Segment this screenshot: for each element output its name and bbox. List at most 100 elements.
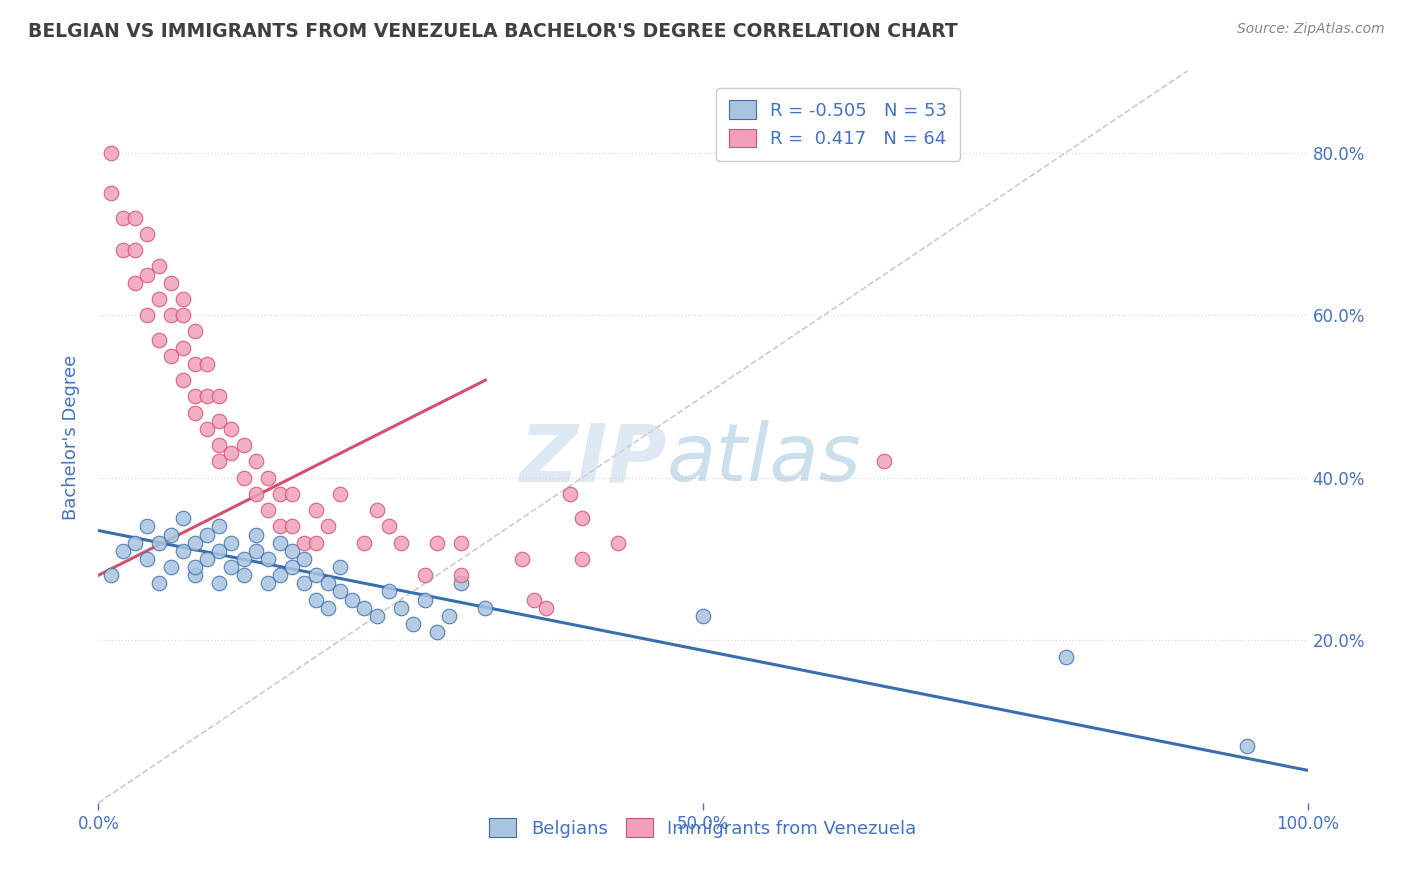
Point bbox=[402, 617, 425, 632]
Point bbox=[256, 503, 278, 517]
Point bbox=[426, 625, 449, 640]
Point bbox=[245, 487, 267, 501]
Point bbox=[316, 576, 339, 591]
Point bbox=[232, 568, 254, 582]
Point bbox=[281, 560, 304, 574]
Point bbox=[377, 519, 399, 533]
Point bbox=[571, 511, 593, 525]
Point bbox=[281, 544, 304, 558]
Point bbox=[195, 527, 218, 541]
Point bbox=[160, 308, 183, 322]
Point bbox=[329, 584, 352, 599]
Point bbox=[413, 568, 436, 582]
Point bbox=[135, 227, 157, 241]
Point bbox=[389, 600, 412, 615]
Point bbox=[184, 357, 207, 371]
Point bbox=[437, 608, 460, 623]
Point bbox=[329, 560, 352, 574]
Y-axis label: Bachelor's Degree: Bachelor's Degree bbox=[62, 354, 80, 520]
Point bbox=[208, 438, 231, 452]
Point bbox=[184, 325, 207, 339]
Point bbox=[534, 600, 557, 615]
Point bbox=[292, 535, 315, 549]
Point bbox=[221, 422, 243, 436]
Point bbox=[100, 186, 122, 201]
Point bbox=[245, 454, 267, 468]
Point bbox=[172, 308, 194, 322]
Point bbox=[148, 333, 170, 347]
Point bbox=[184, 535, 207, 549]
Point bbox=[366, 608, 388, 623]
Point bbox=[135, 268, 157, 282]
Point bbox=[184, 389, 207, 403]
Point bbox=[111, 243, 134, 257]
Point bbox=[1236, 739, 1258, 753]
Point bbox=[256, 576, 278, 591]
Point bbox=[124, 276, 146, 290]
Point bbox=[316, 600, 339, 615]
Point bbox=[111, 211, 134, 225]
Point bbox=[208, 389, 231, 403]
Point bbox=[195, 389, 218, 403]
Point bbox=[172, 373, 194, 387]
Point bbox=[160, 527, 183, 541]
Point bbox=[474, 600, 496, 615]
Point bbox=[353, 600, 375, 615]
Point bbox=[232, 471, 254, 485]
Point bbox=[607, 535, 630, 549]
Text: Source: ZipAtlas.com: Source: ZipAtlas.com bbox=[1237, 22, 1385, 37]
Point bbox=[873, 454, 896, 468]
Text: ZIP: ZIP bbox=[519, 420, 666, 498]
Point bbox=[366, 503, 388, 517]
Point bbox=[389, 535, 412, 549]
Point bbox=[184, 406, 207, 420]
Point bbox=[124, 535, 146, 549]
Point bbox=[100, 145, 122, 160]
Point bbox=[195, 552, 218, 566]
Point bbox=[148, 535, 170, 549]
Legend: Belgians, Immigrants from Venezuela: Belgians, Immigrants from Venezuela bbox=[482, 811, 924, 845]
Point bbox=[221, 535, 243, 549]
Point bbox=[135, 552, 157, 566]
Text: atlas: atlas bbox=[666, 420, 862, 498]
Point bbox=[221, 446, 243, 460]
Point bbox=[172, 511, 194, 525]
Point bbox=[195, 422, 218, 436]
Point bbox=[148, 260, 170, 274]
Point bbox=[160, 276, 183, 290]
Point bbox=[111, 544, 134, 558]
Point bbox=[292, 552, 315, 566]
Point bbox=[305, 568, 328, 582]
Point bbox=[571, 552, 593, 566]
Point bbox=[208, 544, 231, 558]
Point bbox=[160, 560, 183, 574]
Point bbox=[208, 576, 231, 591]
Point bbox=[377, 584, 399, 599]
Point bbox=[281, 519, 304, 533]
Point bbox=[208, 519, 231, 533]
Point bbox=[195, 357, 218, 371]
Point bbox=[172, 341, 194, 355]
Point bbox=[450, 535, 472, 549]
Point bbox=[160, 349, 183, 363]
Point bbox=[316, 519, 339, 533]
Point bbox=[100, 568, 122, 582]
Point bbox=[413, 592, 436, 607]
Point bbox=[208, 414, 231, 428]
Text: BELGIAN VS IMMIGRANTS FROM VENEZUELA BACHELOR'S DEGREE CORRELATION CHART: BELGIAN VS IMMIGRANTS FROM VENEZUELA BAC… bbox=[28, 22, 957, 41]
Point bbox=[135, 308, 157, 322]
Point bbox=[124, 211, 146, 225]
Point bbox=[172, 544, 194, 558]
Point bbox=[148, 576, 170, 591]
Point bbox=[353, 535, 375, 549]
Point bbox=[523, 592, 546, 607]
Point bbox=[256, 471, 278, 485]
Point bbox=[172, 292, 194, 306]
Point bbox=[232, 438, 254, 452]
Point bbox=[329, 487, 352, 501]
Point bbox=[342, 592, 364, 607]
Point bbox=[221, 560, 243, 574]
Point bbox=[245, 544, 267, 558]
Point bbox=[558, 487, 581, 501]
Point bbox=[269, 519, 291, 533]
